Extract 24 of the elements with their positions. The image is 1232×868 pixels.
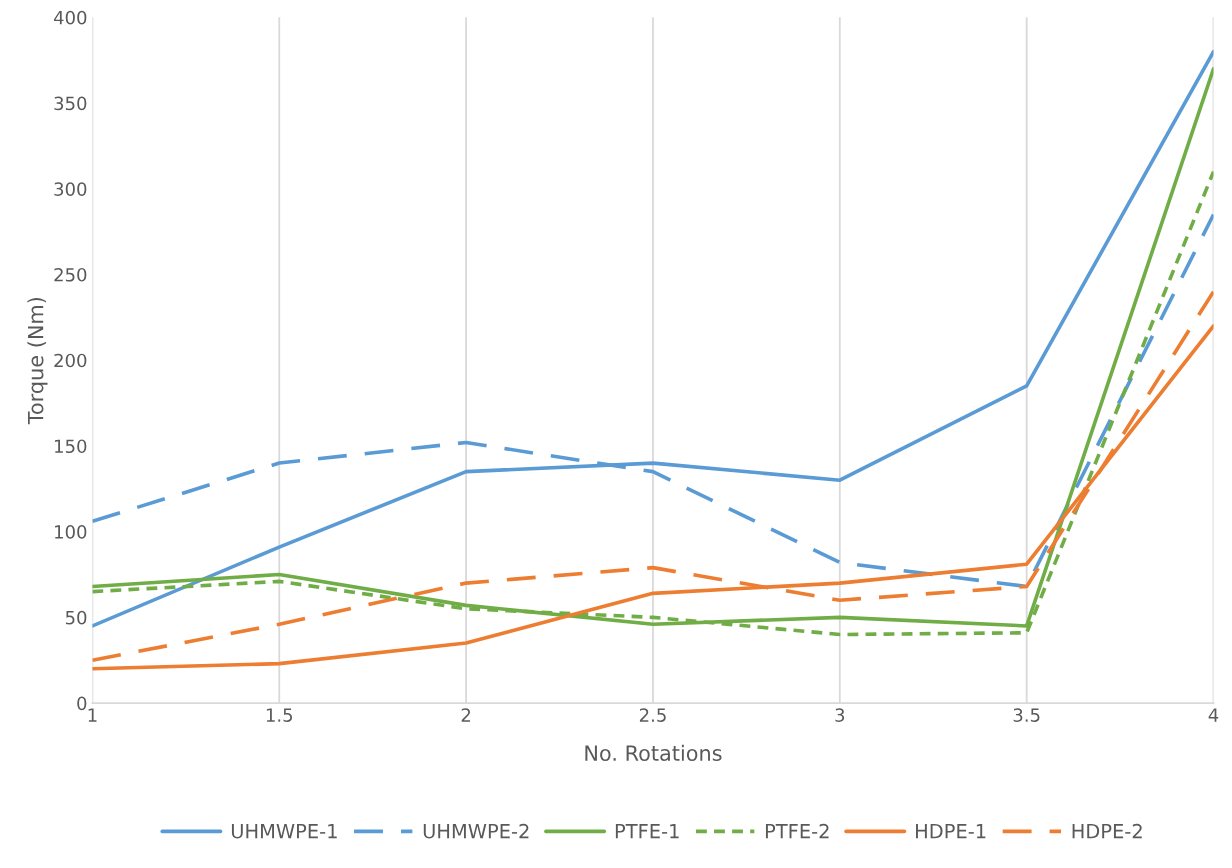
x-tick-label: 1.5: [266, 708, 293, 722]
y-tick-label: 350: [54, 96, 87, 111]
legend-label: UHMWPE-2: [423, 823, 529, 839]
x-tick-label: 3.5: [1013, 708, 1040, 722]
legend-label: PTFE-2: [765, 823, 829, 839]
y-tick-label: 400: [53, 10, 87, 25]
legend-label: UHMWPE-1: [231, 824, 337, 839]
x-tick-label: 3: [835, 708, 845, 722]
x-axis-title: No. Rotations: [585, 744, 722, 761]
y-tick-label: 300: [54, 182, 87, 196]
y-tick-label: 50: [65, 610, 87, 625]
y-tick-label: 0: [77, 696, 87, 711]
x-tick-label: 1: [88, 708, 97, 722]
y-tick-label: 200: [54, 353, 87, 368]
x-tick-label: 2: [461, 708, 471, 722]
legend-label: PTFE-1: [615, 824, 679, 839]
x-tick-label: 2.5: [639, 708, 666, 722]
y-tick-label: 100: [55, 525, 87, 539]
legend-label: HDPE-2: [1072, 823, 1142, 839]
y-axis-title: Torque (Nm): [27, 297, 48, 425]
x-tick-label: 4: [1208, 708, 1219, 722]
legend-label: HDPE-1: [916, 824, 986, 839]
y-tick-label: 250: [54, 267, 87, 282]
y-tick-label: 150: [55, 439, 87, 454]
